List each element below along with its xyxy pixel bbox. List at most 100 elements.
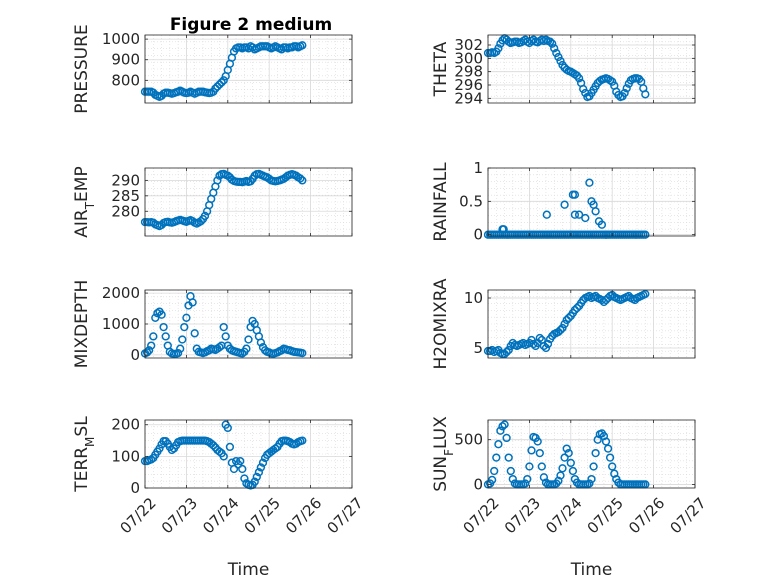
data-point [556, 56, 565, 66]
data-point [254, 468, 264, 477]
y-tick-label: 300 [454, 49, 483, 67]
data-point [603, 444, 613, 453]
y-tick-label: 285 [111, 187, 140, 205]
data-point [155, 444, 164, 453]
data-point [240, 474, 249, 483]
data-point [188, 298, 197, 307]
y-axis-label: RAINFALL [431, 162, 451, 242]
x-axis-label: Time [227, 560, 270, 580]
data-point [219, 322, 228, 332]
data-point [487, 475, 497, 485]
data-point [560, 200, 569, 209]
data-point [589, 462, 598, 471]
data-point [560, 453, 569, 462]
data-point [554, 52, 563, 62]
data-point [215, 80, 224, 89]
data-point [585, 178, 594, 187]
x-tick-label: 07/22 [116, 494, 159, 537]
data-point [535, 448, 544, 458]
data-point [558, 323, 567, 333]
data-point [221, 332, 230, 341]
data-point [542, 210, 551, 219]
data-point [271, 444, 280, 453]
data-point [558, 464, 567, 473]
data-point [572, 303, 582, 313]
data-point [498, 422, 507, 431]
y-tick-label: 280 [111, 202, 140, 220]
plot-area [145, 420, 352, 488]
y-tick-label: 100 [111, 447, 140, 465]
data-point [556, 471, 565, 480]
data-point [564, 448, 573, 458]
data-point [562, 444, 571, 453]
data-point [256, 463, 266, 472]
y-tick-label: 0 [130, 479, 140, 497]
x-axis-label: Time [570, 560, 613, 580]
y-axis-label: MIXDEPTH [72, 280, 92, 369]
data-point [217, 78, 226, 87]
x-tick-label: 07/24 [199, 494, 242, 537]
data-point [529, 339, 538, 349]
data-point [535, 333, 544, 343]
subplot-pressure: 800 900 1000 PRESSURE [72, 24, 353, 114]
subplot-mixdepth: 0 1000 2000 MIXDEPTH [72, 280, 353, 369]
y-tick-label: 1000 [102, 30, 140, 48]
data-point [225, 344, 235, 353]
data-point [579, 84, 588, 94]
x-tick-label: 07/26 [282, 494, 325, 537]
data-point [566, 458, 575, 468]
data-point [564, 313, 573, 323]
data-point [543, 339, 553, 349]
data-point [196, 217, 206, 226]
data-point [213, 82, 222, 91]
data-point [539, 341, 549, 351]
y-tick-label: 500 [454, 431, 483, 449]
x-tick-label: 07/23 [501, 494, 544, 537]
x-tick-label: 07/25 [584, 494, 627, 537]
plot-area [488, 420, 695, 488]
y-tick-label: 290 [111, 171, 140, 189]
x-tick-label: 07/27 [666, 494, 709, 537]
data-point [238, 464, 247, 474]
data-point [508, 474, 517, 484]
axes-frame [144, 34, 353, 104]
figure-title: Figure 2 medium [170, 15, 332, 35]
data-point [550, 44, 559, 53]
data-point [556, 325, 565, 335]
y-tick-label: 294 [454, 89, 483, 107]
y-tick-label: 298 [454, 63, 483, 81]
y-axis-label: PRESSURE [72, 24, 92, 113]
data-point [242, 344, 251, 353]
y-tick-label: 2000 [102, 284, 140, 302]
axes-frame [144, 167, 353, 237]
data-point [525, 462, 534, 471]
data-point [641, 230, 650, 239]
data-point [502, 433, 511, 443]
data-point [258, 458, 268, 467]
y-tick-label: 200 [111, 416, 140, 434]
data-point [151, 313, 160, 322]
data-point [298, 176, 307, 185]
x-tick-label: 07/22 [459, 494, 502, 537]
data-point [219, 452, 228, 461]
data-point [581, 213, 590, 223]
y-tick-label: 296 [454, 76, 483, 94]
data-point [223, 423, 232, 433]
data-point [521, 479, 530, 488]
data-point [173, 348, 183, 358]
y-tick-label: 302 [454, 36, 483, 54]
data-point [229, 464, 239, 474]
data-point [190, 329, 199, 338]
data-point [552, 48, 561, 58]
data-point [591, 207, 600, 216]
data-point [527, 446, 536, 455]
data-point [182, 313, 191, 322]
x-tick-label: 07/23 [158, 494, 201, 537]
data-point [178, 335, 187, 344]
y-tick-label: 1 [473, 159, 483, 177]
data-point [296, 174, 305, 183]
y-tick-label: 5 [473, 339, 483, 357]
